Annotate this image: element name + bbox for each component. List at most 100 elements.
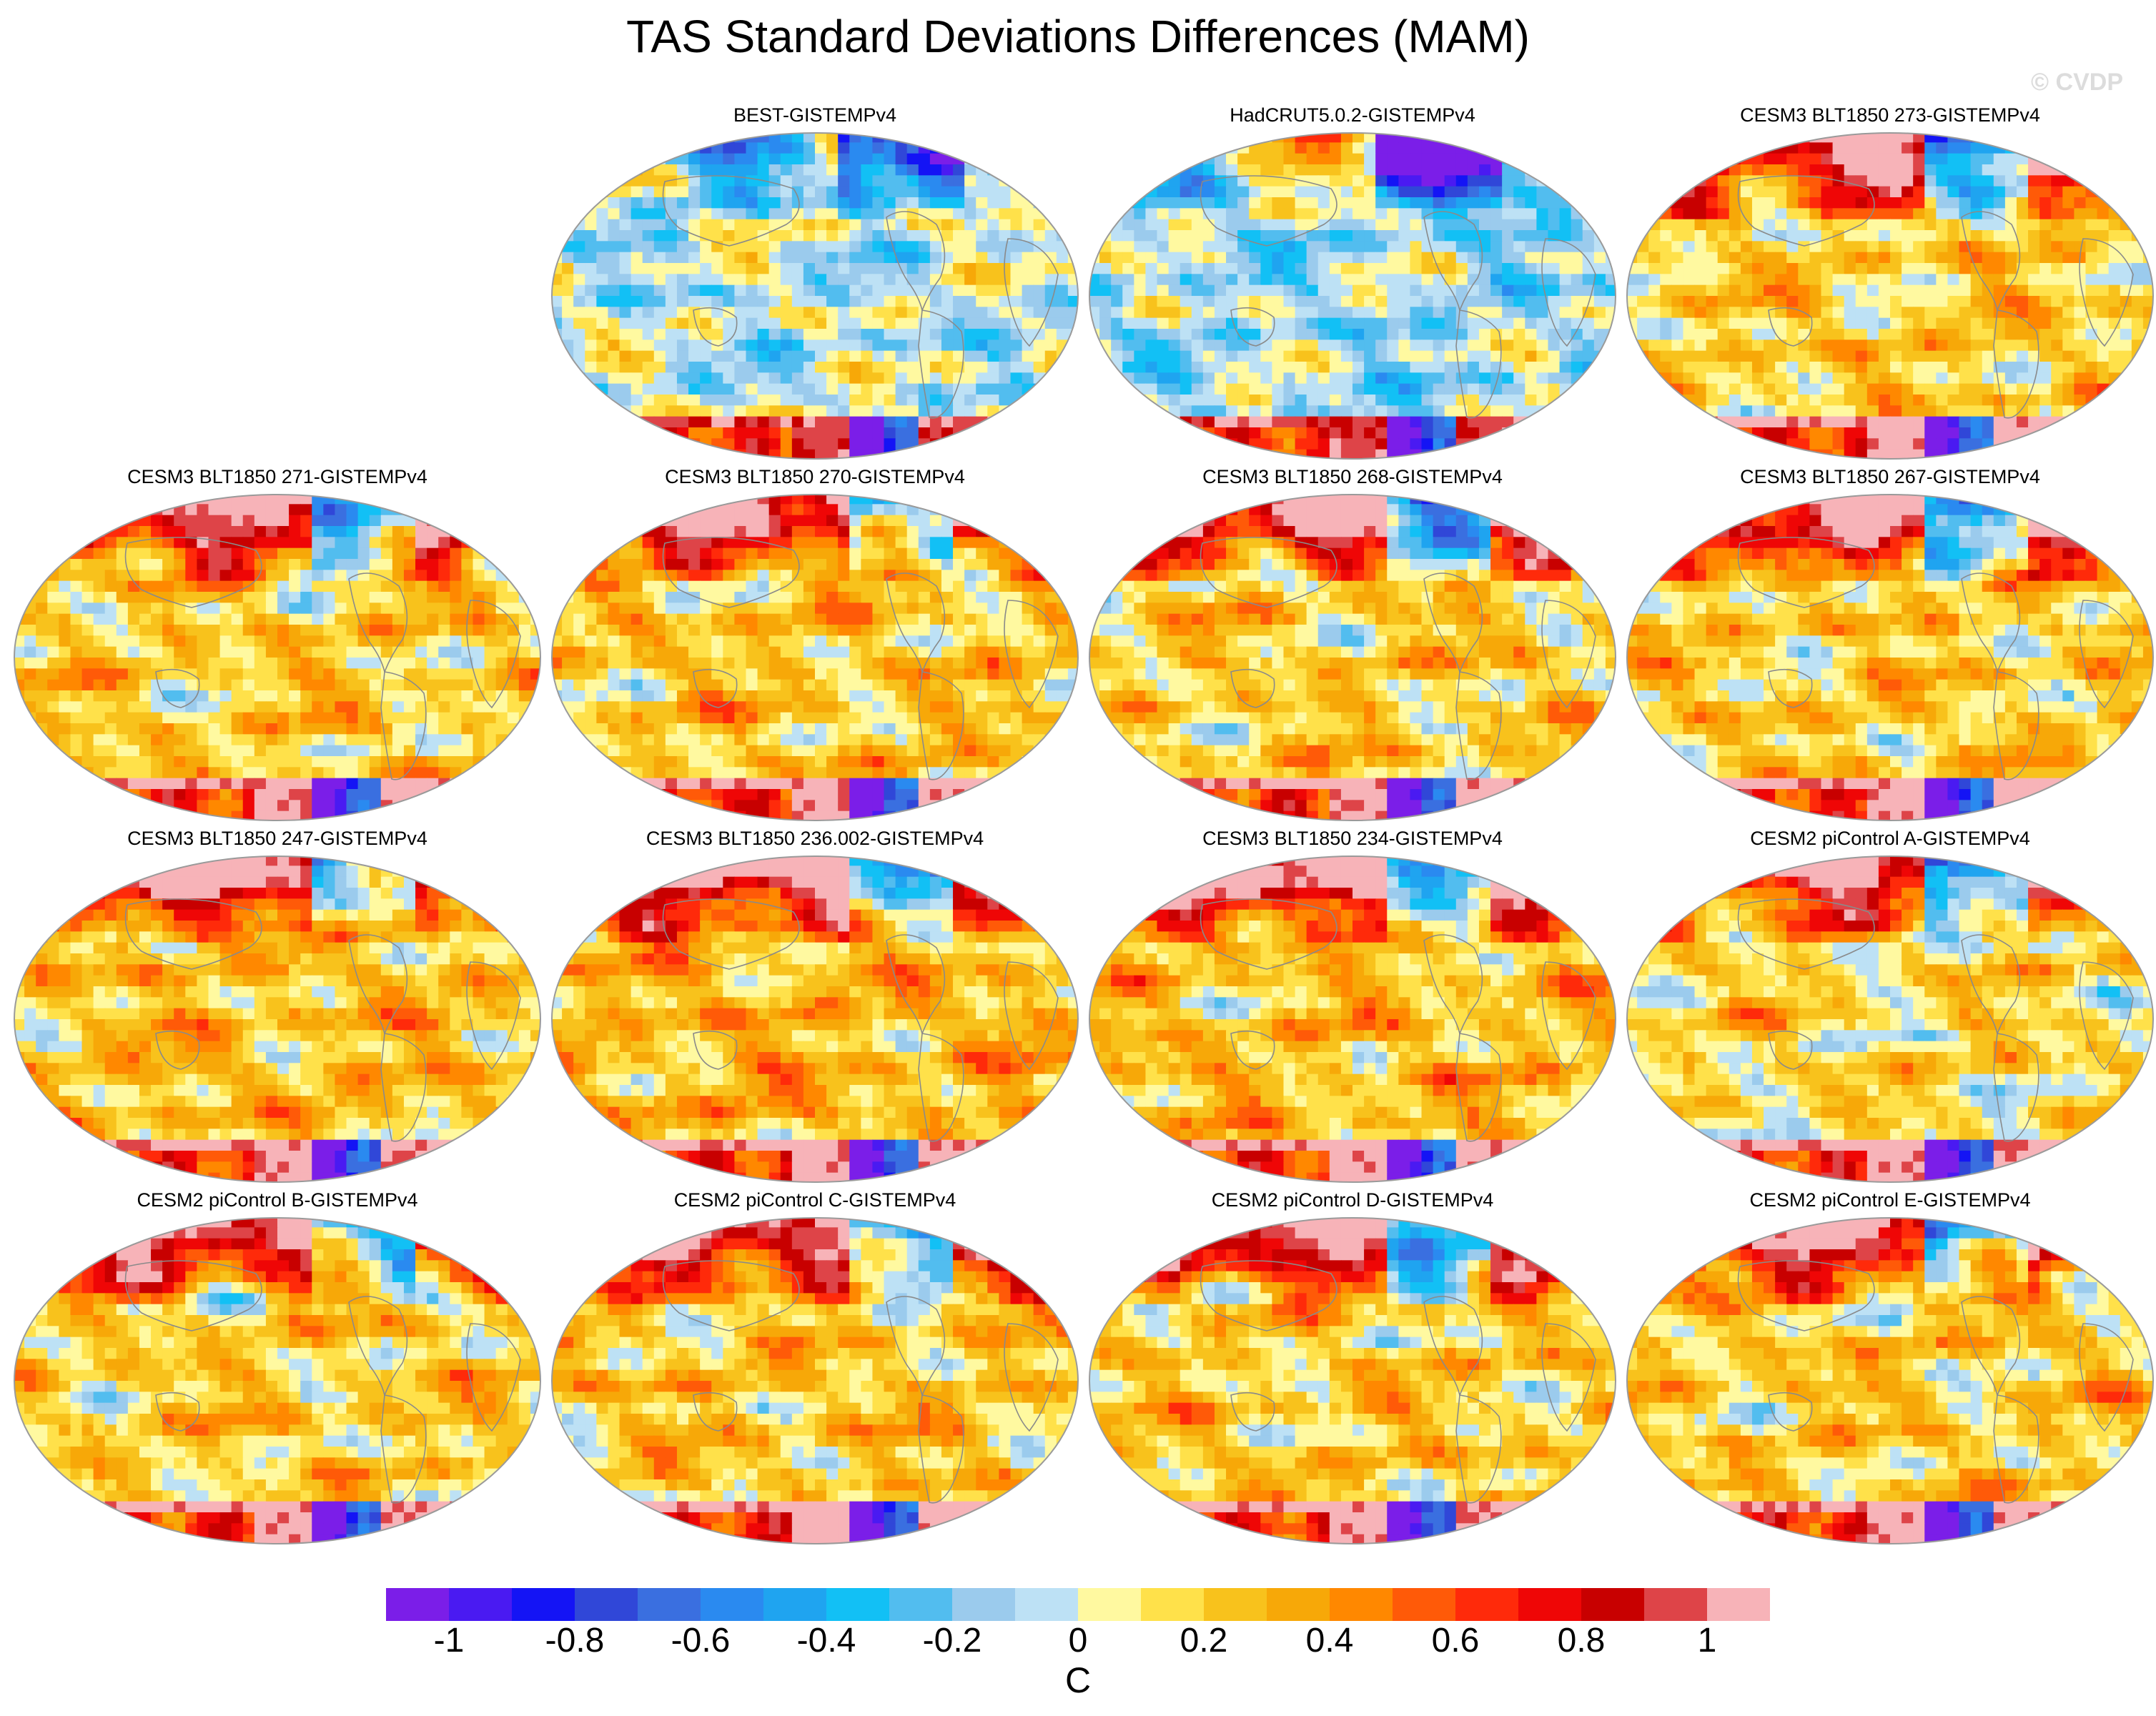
map-cell: [1786, 274, 1799, 286]
map-cell: [1375, 416, 1388, 428]
map-cell: [1821, 372, 1834, 385]
map-cell: [1134, 350, 1147, 362]
map-cell: [1410, 252, 1423, 264]
map-cell: [826, 296, 839, 307]
map-cell: [47, 526, 59, 537]
map-cell: [2016, 219, 2029, 231]
map-cell: [2016, 350, 2029, 362]
map-cell: [849, 284, 861, 297]
map-cell: [2062, 395, 2075, 406]
map-cell: [734, 164, 747, 176]
map-cell: [461, 668, 474, 680]
map-cell: [1306, 296, 1319, 307]
map-cell: [849, 274, 861, 286]
map-cell: [323, 537, 336, 549]
map-cell: [976, 329, 988, 340]
map-cell: [127, 635, 140, 648]
map-cell: [1329, 186, 1342, 198]
map-cell: [1913, 307, 1925, 319]
map-cell: [849, 186, 861, 198]
map-cell: [619, 438, 632, 450]
map-cell: [791, 284, 804, 297]
map-cell: [461, 515, 474, 527]
map-cell: [631, 208, 643, 220]
map-cell: [1168, 350, 1181, 362]
map-cell: [768, 230, 781, 242]
map-cell: [608, 362, 620, 373]
map-cell: [139, 646, 152, 658]
map-cell: [1168, 329, 1181, 340]
map-cell: [1513, 219, 1525, 231]
map-cell: [1180, 142, 1192, 154]
map-cell: [826, 230, 839, 242]
map-cell: [999, 372, 1012, 385]
map-cell: [127, 547, 140, 560]
map-cell: [619, 284, 632, 297]
map-cell: [507, 635, 520, 648]
map-cell: [1648, 416, 1661, 428]
map-cell: [1627, 372, 1638, 385]
map-cell: [1878, 438, 1891, 450]
map-cell: [2131, 208, 2144, 220]
map-cell: [1627, 274, 1638, 286]
map-cell: [208, 625, 221, 636]
map-cell: [1260, 395, 1272, 406]
map-cell: [1548, 339, 1561, 352]
map-cell: [1559, 230, 1572, 242]
map-cell: [562, 284, 574, 297]
map-cell: [1283, 274, 1296, 286]
map-cell: [403, 580, 416, 592]
map-cell: [653, 296, 666, 307]
map-cell: [1627, 395, 1638, 406]
map-cell: [895, 362, 908, 373]
map-cell: [1033, 186, 1046, 198]
map-cell: [1056, 383, 1069, 395]
map-cell: [1022, 263, 1034, 274]
map-cell: [93, 625, 106, 636]
map-cell: [1993, 307, 2006, 319]
map-cell: [1478, 164, 1491, 176]
map-cell: [838, 133, 850, 143]
map-cell: [104, 668, 117, 680]
map-cell: [1214, 230, 1227, 242]
map-cell: [2142, 164, 2153, 176]
map-cell: [104, 646, 117, 658]
map-cell: [838, 405, 850, 417]
map-cell: [573, 449, 585, 459]
map-cell: [2039, 339, 2052, 352]
map-cell: [1775, 164, 1787, 176]
map-cell: [642, 395, 655, 406]
map-cell: [861, 274, 874, 286]
map-cell: [1740, 383, 1753, 395]
map-cell: [906, 350, 919, 362]
map-cell: [700, 263, 712, 274]
map-cell: [815, 175, 827, 187]
map-cell: [1044, 230, 1057, 242]
map-cell: [93, 658, 106, 669]
map-cell: [653, 416, 666, 428]
map-cell: [1890, 263, 1902, 274]
map-cell: [596, 153, 609, 165]
map-cell: [1605, 372, 1616, 385]
map-cell: [1729, 362, 1741, 373]
map-cell: [941, 449, 954, 459]
map-cell: [861, 153, 874, 165]
map-cell: [676, 405, 689, 417]
map-cell: [1089, 307, 1100, 319]
panel-title: CESM3 BLT1850 273-GISTEMPv4: [1626, 104, 2155, 127]
map-cell: [1878, 208, 1891, 220]
map-cell: [1044, 372, 1057, 385]
map-cell: [1295, 350, 1307, 362]
map-cell: [1844, 449, 1856, 459]
map-cell: [530, 504, 540, 516]
map-cell: [861, 241, 874, 253]
map-cell: [895, 383, 908, 395]
map-cell: [1764, 449, 1776, 459]
map-cell: [918, 329, 931, 340]
map-cell: [81, 526, 94, 537]
map-cell: [495, 526, 508, 537]
map-cell: [1306, 427, 1319, 439]
map-cell: [1924, 449, 1937, 459]
map-cell: [2051, 230, 2063, 242]
map-cell: [1329, 175, 1342, 187]
